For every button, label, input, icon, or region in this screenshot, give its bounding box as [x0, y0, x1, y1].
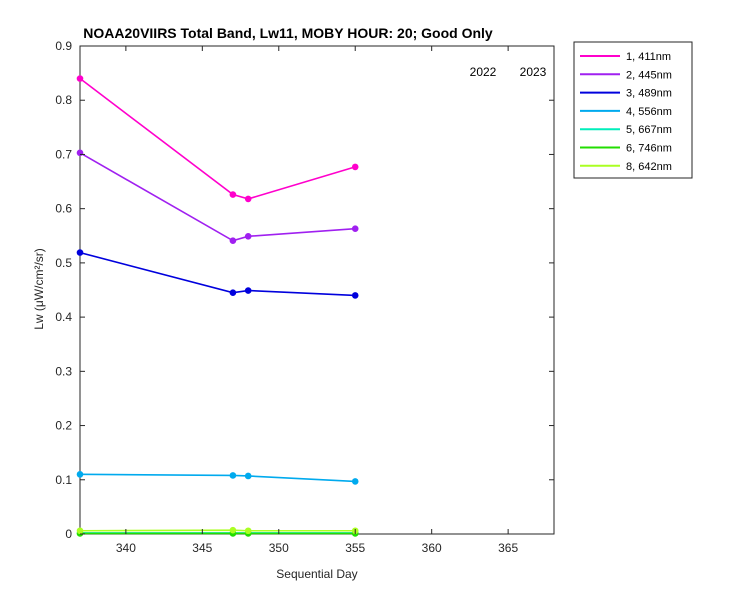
data-point [76, 249, 84, 256]
data-point [229, 289, 237, 297]
x-tick-label: 345 [192, 541, 212, 555]
series-4 [76, 471, 359, 485]
series-line [79, 473, 356, 483]
annotations: 2022 2023 [470, 65, 547, 79]
legend-item: 3, 489nm [580, 88, 672, 100]
legend-item: 1, 411nm [580, 51, 671, 63]
legend: 1, 411nm 2, 445nm 3, 489nm 4, 556nm 5, 667nm… [573, 41, 693, 179]
data-point [244, 195, 252, 203]
y-tick-label: 0.7 [55, 147, 72, 161]
data-point [244, 527, 252, 535]
y-tick-label: 0.4 [55, 310, 72, 324]
x-tick-label: 340 [116, 541, 136, 555]
legend-item: 6, 746nm [580, 143, 672, 155]
series-line [79, 529, 356, 532]
y-tick-label: 0.8 [55, 93, 72, 107]
data-point [229, 191, 237, 198]
y-tick-label: 0.2 [55, 419, 72, 433]
legend-item: 8, 642nm [580, 161, 672, 173]
legend-label: 3, 489nm [626, 88, 672, 100]
x-tick-label: 355 [345, 541, 365, 555]
data-point [229, 526, 237, 534]
y-tick-label: 0.3 [55, 364, 72, 378]
series-1 [76, 75, 359, 203]
data-point [244, 287, 252, 294]
data-point [351, 163, 359, 171]
x-tick-label: 365 [498, 541, 518, 555]
data-point [229, 472, 237, 479]
data-point [76, 149, 84, 157]
series-line [79, 251, 356, 297]
y-tick-label: 0.9 [55, 39, 72, 53]
legend-label: 2, 445nm [626, 69, 672, 81]
series-3 [76, 249, 359, 299]
data-point [229, 237, 237, 244]
data-point [351, 225, 359, 233]
legend-label: 4, 556nm [626, 106, 672, 118]
legend-item: 4, 556nm [580, 106, 672, 118]
year-annotation: 2023 [520, 65, 547, 79]
x-tick-label: 350 [269, 541, 289, 555]
data-point [244, 472, 252, 480]
series-line [79, 152, 356, 242]
data-point [76, 75, 84, 82]
legend-label: 6, 746nm [626, 143, 672, 155]
legend-item: 5, 667nm [580, 124, 672, 136]
y-tick-label: 0.5 [55, 256, 72, 270]
data-point [351, 292, 359, 299]
y-tick-label: 0.6 [55, 202, 72, 216]
legend-label: 8, 642nm [626, 161, 672, 173]
legend-label: 5, 667nm [626, 124, 672, 136]
y-axis-label: Lw (μW/cm²/sr) [32, 248, 46, 330]
year-annotation: 2022 [470, 65, 497, 79]
series-line [79, 77, 356, 200]
axis-ticks: 340 345 350 355 360 365 0 0.1 0.2 0.3 0.4 0.5 0.6 0.7… [55, 39, 554, 555]
chart-title: NOAA20VIIRS Total Band, Lw11, MOBY HOUR:… [83, 25, 493, 41]
x-tick-label: 360 [422, 541, 442, 555]
plot-area [76, 45, 555, 537]
x-axis-label: Sequential Day [276, 567, 357, 581]
data-point [244, 233, 252, 240]
data-point [76, 471, 84, 478]
axes-box [79, 45, 555, 535]
data-point [351, 478, 359, 485]
data-point [76, 527, 84, 535]
legend-item: 2, 445nm [580, 69, 672, 81]
legend-label: 1, 411nm [626, 51, 671, 63]
y-tick-label: 0.1 [55, 473, 72, 487]
y-tick-label: 0 [65, 527, 72, 541]
